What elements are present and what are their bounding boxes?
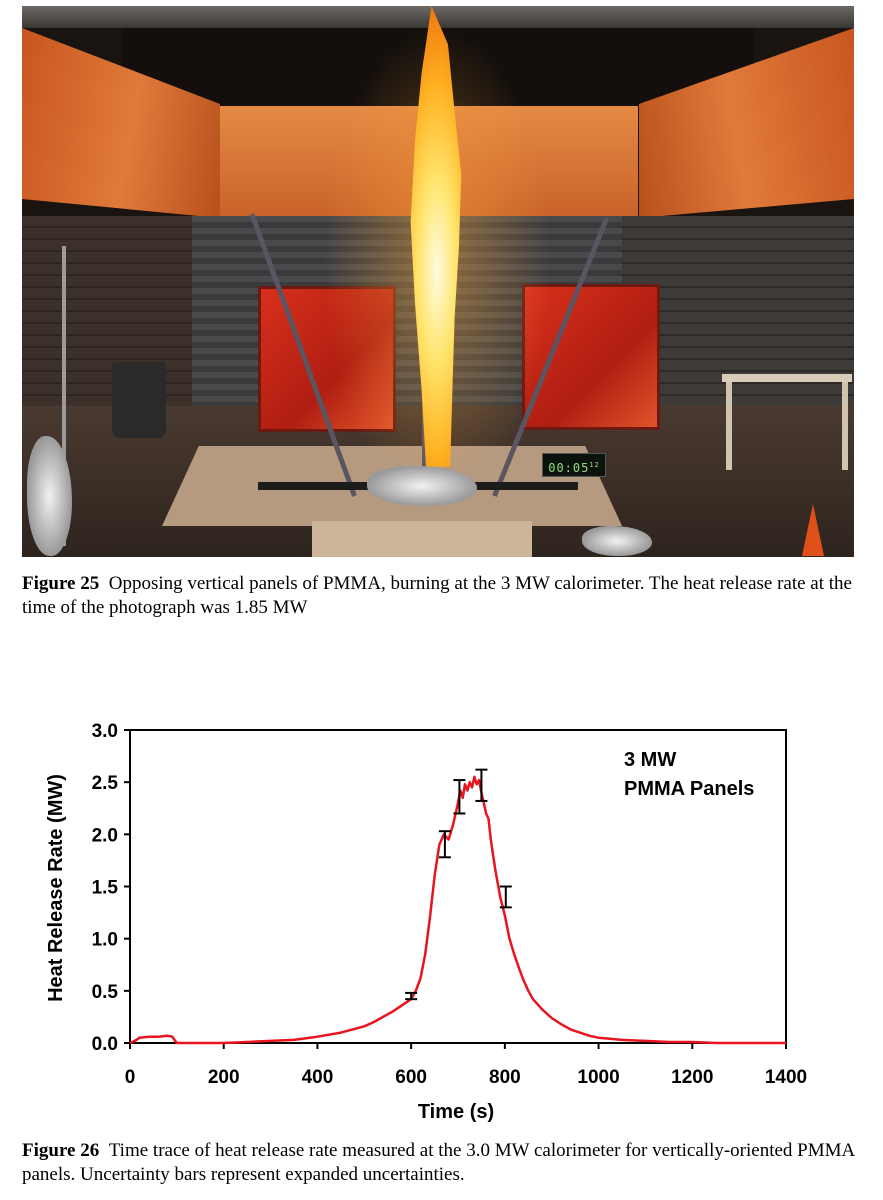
x-tick-label: 0 (125, 1067, 136, 1088)
figure26-label: Figure 26 (22, 1140, 100, 1161)
y-tick-label: 1.0 (92, 930, 118, 951)
figure25-caption: Figure 25 Opposing vertical panels of PM… (22, 572, 858, 620)
figure25-text: Opposing vertical panels of PMMA, burnin… (22, 573, 852, 618)
chart-annotation: PMMA Panels (624, 778, 754, 800)
brick-wall-left (22, 216, 194, 416)
timer-small: 12 (589, 461, 600, 469)
chart-annotation: 3 MW (624, 749, 676, 771)
x-axis-title: Time (s) (418, 1101, 494, 1123)
wall-right (622, 216, 854, 416)
uncertainty-bar (438, 830, 451, 859)
uncertainty-bar (453, 779, 466, 815)
figure25-label: Figure 25 (22, 573, 100, 594)
x-tick-label: 800 (489, 1067, 521, 1088)
y-tick-label: 2.0 (92, 825, 118, 846)
x-tick-label: 200 (208, 1067, 240, 1088)
x-tick-label: 1400 (765, 1067, 807, 1088)
y-tick-label: 0.0 (92, 1034, 118, 1055)
red-welding-screen-right (522, 284, 660, 430)
x-tick-label: 600 (395, 1067, 427, 1088)
y-tick-label: 0.5 (92, 982, 119, 1003)
foil-right (582, 526, 652, 556)
x-tick-label: 1200 (671, 1067, 713, 1088)
y-tick-label: 2.5 (92, 773, 119, 794)
y-axis-title: Heat Release Rate (MW) (45, 774, 67, 1002)
work-table (722, 374, 852, 478)
timer-display: 00:0512 (542, 453, 606, 477)
uncertainty-bar (475, 768, 488, 802)
figure26-text: Time trace of heat release rate measured… (22, 1140, 855, 1185)
floor-mat-front (312, 521, 532, 557)
pole (62, 246, 66, 546)
figure26-caption: Figure 26 Time trace of heat release rat… (22, 1139, 858, 1187)
foil-left (27, 436, 72, 556)
foil-center (367, 466, 477, 506)
x-tick-label: 400 (302, 1067, 334, 1088)
uncertainty-bar (405, 991, 418, 1001)
trash-can (112, 362, 166, 438)
ceiling (22, 6, 854, 28)
uncertainty-bar (499, 885, 512, 909)
figure25-photo: 00:0512 (22, 6, 854, 557)
x-tick-label: 1000 (577, 1067, 619, 1088)
plot-area (129, 729, 787, 1044)
y-tick-label: 1.5 (92, 878, 119, 899)
figure26-chart: 0.0 0.5 1.0 1.5 2.0 2.5 3.0 0 200 400 600 800 1000 1… (45, 721, 807, 1123)
timer-value: 00:05 (548, 461, 590, 475)
hrr-series-line (129, 775, 786, 1045)
y-tick-label: 3.0 (92, 721, 118, 742)
